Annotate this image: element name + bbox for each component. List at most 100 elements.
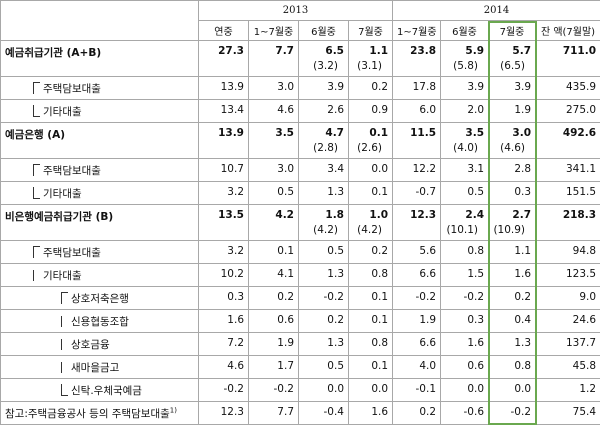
value: 4.7 [325, 127, 344, 139]
value: 4.0 [419, 360, 437, 372]
value: 0.5 [327, 245, 344, 257]
column-header: 연중 [198, 20, 249, 41]
value: 1.7 [277, 360, 294, 372]
value-cell: -0.6 [440, 401, 490, 425]
value-cell: 4.2 [248, 204, 299, 241]
value: 275.0 [565, 104, 597, 116]
value-cell: -0.2 [198, 378, 249, 402]
value-cell: 492.6 [535, 122, 600, 159]
value: 1.5 [467, 268, 485, 280]
value-cell: 1.1 [488, 240, 537, 264]
value: -0.2 [415, 291, 437, 303]
row-label-cell: 주택담보대출 [0, 76, 199, 100]
value: 1.6 [371, 406, 389, 418]
value-cell: 1.6 [198, 309, 249, 333]
row-label: 기타대출 [43, 106, 82, 118]
value-cell: 3.4 [298, 158, 349, 182]
value: 0.0 [514, 383, 532, 395]
value-cell: 1.3 [488, 332, 537, 356]
row-label: 예금취급기관 (A+B) [5, 47, 102, 59]
value: 12.3 [410, 209, 437, 221]
bracket [61, 339, 68, 350]
table-row: 주택담보대출 3.2 0.1 0.5 0.2 5.6 0.8 1.1 94.8 [0, 240, 600, 264]
value: 13.9 [218, 127, 244, 139]
value-cell: 0.2 [298, 309, 349, 333]
value: -0.4 [323, 406, 345, 418]
value: 4.6 [227, 360, 244, 372]
value: 0.2 [371, 245, 389, 257]
row-label: 주택담보대출 [43, 83, 101, 95]
bracket [33, 187, 40, 199]
year-header: 2014 [392, 0, 600, 21]
value: 1.1 [514, 245, 532, 257]
bracket [33, 246, 40, 258]
value: 1.3 [327, 186, 344, 198]
sub-value: (4.6) [500, 142, 526, 154]
value-cell: 1.9 [248, 332, 299, 356]
value-cell: 1.0 (4.2) [347, 204, 394, 241]
value: 12.2 [412, 163, 437, 175]
value-cell: 94.8 [535, 240, 600, 264]
value-cell: -0.2 [392, 286, 442, 310]
row-label-cell: 신탁.우체국예금 [0, 378, 199, 402]
value-cell: 275.0 [535, 99, 600, 123]
row-label-cell: 기타대출 [0, 181, 199, 205]
value: 6.6 [419, 268, 437, 280]
value-cell: 1.6 [488, 263, 537, 287]
value-cell: 1.9 [392, 309, 442, 333]
value: 1.8 [325, 209, 344, 221]
value-cell: 12.3 [392, 204, 442, 241]
value-cell: 13.4 [198, 99, 249, 123]
value-cell: 11.5 [392, 122, 442, 159]
value: 137.7 [565, 337, 597, 349]
value: 0.8 [371, 337, 389, 349]
value-cell: 0.1 [347, 181, 394, 205]
column-header: 6월중 [440, 20, 490, 41]
value: 13.5 [218, 209, 244, 221]
value: 0.4 [514, 314, 532, 326]
value: -0.2 [463, 291, 485, 303]
sub-value: (3.1) [357, 60, 383, 72]
value-cell: 2.4 (10.1) [440, 204, 490, 241]
value-cell: 9.0 [535, 286, 600, 310]
sub-value: (2.6) [357, 142, 383, 154]
sub-value: (6.5) [500, 60, 526, 72]
row-label-cell: 기타대출 [0, 263, 199, 287]
table-row: 상호금융 7.2 1.9 1.3 0.8 6.6 1.6 1.3 137.7 [0, 332, 600, 356]
value: 13.9 [220, 81, 244, 93]
bracket [33, 105, 40, 117]
value-cell: 2.0 [440, 99, 490, 123]
value-cell: 23.8 [392, 40, 442, 77]
column-header: 7월중 [347, 20, 394, 41]
header-row: 연중 1~7월중 6월중 7월중 1~7월중 6월중 7월중 잔 액(7월말) [1, 20, 600, 41]
value-cell: 0.5 [298, 240, 349, 264]
value-cell: -0.4 [298, 401, 349, 425]
value-cell: 1.1 (3.1) [347, 40, 394, 77]
value-cell: 3.5 (4.0) [440, 122, 490, 159]
value: 1.6 [227, 314, 244, 326]
value-cell: 0.8 [347, 332, 394, 356]
value: 45.8 [572, 360, 597, 372]
value: 12.3 [220, 406, 244, 418]
value-cell: 6.6 [392, 332, 442, 356]
table-row: 예금취급기관 (A+B) 27.3 7.7 6.5 (3.2) 1.1 (3.1) 23.8 5… [0, 40, 600, 77]
row-label: 신탁.우체국예금 [71, 385, 142, 397]
value: -0.7 [415, 186, 437, 198]
bracket [61, 384, 68, 396]
value: 0.0 [371, 163, 389, 175]
row-label-cell: 예금은행 (A) [0, 122, 199, 159]
column-header: 잔 액(7월말) [535, 20, 600, 41]
table-row: 기타대출 3.2 0.5 1.3 0.1 -0.7 0.5 0.3 151.5 [0, 181, 600, 205]
value-cell: -0.2 [248, 378, 299, 402]
table-row: 참고:주택금융공사 등의 주택담보대출1) 12.3 7.7 -0.4 1.6 0.2 -0… [0, 401, 600, 425]
table-row: 주택담보대출 10.7 3.0 3.4 0.0 12.2 3.1 2.8 341.1 [0, 158, 600, 182]
row-label: 비은행예금취급기관 (B) [5, 211, 114, 223]
value-cell: 75.4 [535, 401, 600, 425]
value-cell: 435.9 [535, 76, 600, 100]
value-cell: 0.6 [248, 309, 299, 333]
value: 4.1 [277, 268, 294, 280]
value: 0.6 [277, 314, 294, 326]
value-cell: 13.9 [198, 122, 249, 159]
